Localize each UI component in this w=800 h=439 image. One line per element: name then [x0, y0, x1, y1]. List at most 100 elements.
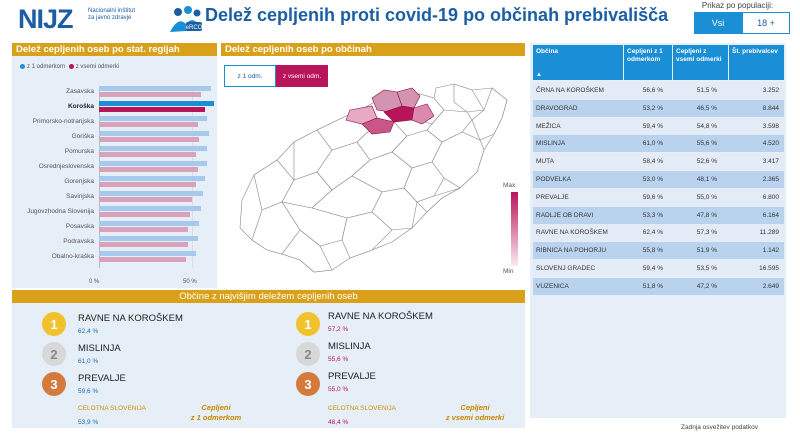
axis-tick-50: 50 % — [183, 279, 197, 285]
region-bar-full[interactable] — [99, 152, 196, 157]
scale-max-label: Max — [503, 182, 516, 189]
region-row[interactable]: Jugovzhodna Slovenija — [12, 204, 217, 218]
region-bar-dose1[interactable] — [99, 86, 211, 91]
region-bar-full[interactable] — [99, 137, 200, 142]
erco-text: eRCO — [186, 25, 203, 31]
table-header-population[interactable]: Št. prebivalcev — [729, 45, 784, 80]
region-bar-full[interactable] — [99, 197, 192, 202]
region-label: Koroška — [67, 103, 94, 110]
region-bar-full[interactable] — [99, 167, 198, 172]
population-all-button[interactable]: Vsi — [694, 12, 742, 34]
region-bar-dose1[interactable] — [99, 131, 209, 136]
table-cell: 51,8 % — [642, 282, 663, 290]
table-cell: 3.417 — [762, 158, 779, 166]
map-tab-dose1[interactable]: z 1 odm. — [224, 65, 276, 87]
table-cell: 53,3 % — [642, 211, 663, 219]
table-row[interactable]: ČRNA NA KOROŠKEM 56,6 % 51,5 % 3.252 — [533, 82, 784, 99]
map-tab-full[interactable]: z vsemi odm. — [276, 65, 328, 87]
dose1-tag-line2: z 1 odmerkom — [190, 413, 242, 422]
population-18plus-button[interactable]: 18 + — [742, 12, 790, 34]
table-row[interactable]: RIBNICA NA POHORJU 55,8 % 51,9 % 1.142 — [533, 242, 784, 260]
region-bar-full[interactable] — [99, 257, 187, 262]
region-row[interactable]: Primorsko-notranjska — [12, 114, 217, 128]
table-cell: SLOVENJ GRADEC — [536, 265, 596, 272]
table-row[interactable]: PODVELKA 53,0 % 48,1 % 2.365 — [533, 171, 784, 188]
region-row[interactable]: Koroška — [12, 99, 217, 113]
region-row[interactable]: Podravska — [12, 234, 217, 248]
table-header-obcina[interactable]: Občina — [533, 45, 623, 80]
table-cell: 3.252 — [762, 87, 779, 94]
region-row[interactable]: Osrednjeslovenska — [12, 159, 217, 173]
top-dose1-name-1: RAVNE NA KOROŠKEM — [78, 313, 183, 324]
table-row[interactable]: RAVNE NA KOROŠKEM 62,4 % 57,3 % 11.289 — [533, 224, 784, 242]
region-bar-dose1[interactable] — [99, 221, 200, 226]
nijz-logo[interactable]: NIJZ Nacionalni inštitut za javno zdravj… — [18, 4, 208, 34]
sort-ascending-icon[interactable]: ▲ — [536, 72, 542, 78]
region-bar-full[interactable] — [99, 107, 206, 112]
region-row[interactable]: Posavska — [12, 219, 217, 233]
table-cell: 61,0 % — [642, 140, 663, 148]
region-row[interactable]: Pomurska — [12, 144, 217, 158]
table-row[interactable]: PREVALJE 59,6 % 55,0 % 6.800 — [533, 188, 784, 206]
region-bar-dose1[interactable] — [99, 191, 204, 196]
table-header-dose1[interactable]: Cepljeni z 1 odmerkom — [624, 45, 672, 80]
region-row[interactable]: Goriška — [12, 129, 217, 143]
region-row[interactable]: Obalno-kraška — [12, 249, 217, 263]
region-label: Osrednjeslovenska — [38, 163, 94, 170]
table-cell: 56,6 % — [642, 87, 663, 94]
map-municipalities — [239, 83, 508, 273]
legend-full-label: z vsemi odmerki — [75, 64, 120, 71]
table-row[interactable]: SLOVENJ GRADEC 59,4 % 53,5 % 16.595 — [533, 260, 784, 277]
region-row[interactable]: Gorenjska — [12, 174, 217, 188]
top-dose1-name-2: MISLINJA — [78, 343, 121, 354]
region-label: Obalno-kraška — [51, 253, 94, 260]
table-cell: 57,3 % — [696, 229, 717, 237]
region-bar-dose1[interactable] — [99, 101, 215, 106]
table-cell: 2.649 — [762, 282, 779, 290]
total-slovenia-value-full: 48,4 % — [328, 419, 349, 426]
table-cell: ČRNA NA KOROŠKEM — [536, 87, 604, 94]
region-bar-full[interactable] — [99, 212, 191, 217]
bronze-medal-icon: 3 — [296, 372, 320, 396]
table-row[interactable]: DRAVOGRAD 53,2 % 46,5 % 8.844 — [533, 99, 784, 117]
region-bar-full[interactable] — [99, 92, 202, 97]
region-bar-dose1[interactable] — [99, 146, 207, 151]
table-row[interactable]: MUTA 58,4 % 52,6 % 3.417 — [533, 153, 784, 171]
total-slovenia-value-dose1: 53,9 % — [78, 419, 99, 426]
table-cell: 11.289 — [759, 229, 779, 237]
table-cell: MISLINJA — [536, 140, 566, 148]
region-label: Podravska — [63, 238, 94, 245]
silver-medal-icon: 2 — [42, 342, 66, 366]
region-row[interactable]: Savinjska — [12, 189, 217, 203]
region-bar-full[interactable] — [99, 122, 198, 127]
table-row[interactable]: MISLINJA 61,0 % 55,6 % 4.520 — [533, 135, 784, 153]
region-bar-dose1[interactable] — [99, 236, 198, 241]
table-cell: 16.595 — [759, 265, 779, 272]
region-bar-dose1[interactable] — [99, 116, 207, 121]
region-row[interactable]: Zasavska — [12, 84, 217, 98]
table-cell: MUTA — [536, 158, 554, 166]
table-row[interactable]: MEŽICA 59,4 % 54,8 % 3.598 — [533, 117, 784, 135]
slovenia-municipality-map[interactable] — [222, 80, 522, 280]
full-tag-line1: Cepljeni — [460, 403, 490, 412]
silver-medal-icon: 2 — [296, 342, 320, 366]
table-cell: 59,4 % — [642, 122, 663, 130]
region-bar-full[interactable] — [99, 242, 189, 247]
table-row[interactable]: VUZENICA 51,8 % 47,2 % 2.649 — [533, 277, 784, 295]
axis-tick-0: 0 % — [89, 279, 100, 285]
region-bar-full[interactable] — [99, 227, 189, 232]
logo-text: NIJZ — [18, 4, 74, 34]
region-bar-full[interactable] — [99, 182, 196, 187]
table-cell: RIBNICA NA POHORJU — [536, 247, 607, 255]
region-bar-dose1[interactable] — [99, 251, 196, 256]
table-cell: PODVELKA — [536, 176, 572, 183]
region-bar-dose1[interactable] — [99, 161, 207, 166]
total-slovenia-label-dose1: CELOTNA SLOVENIJA — [78, 405, 146, 412]
region-label: Zasavska — [66, 88, 94, 95]
region-bar-dose1[interactable] — [99, 206, 202, 211]
table-cell: 6.800 — [762, 193, 779, 201]
table-cell: 59,6 % — [642, 193, 663, 201]
table-header-full[interactable]: Cepljeni z vsemi odmerki — [673, 45, 728, 80]
table-row[interactable]: RADLJE OB DRAVI 53,3 % 47,8 % 6.164 — [533, 206, 784, 224]
region-bar-dose1[interactable] — [99, 176, 206, 181]
